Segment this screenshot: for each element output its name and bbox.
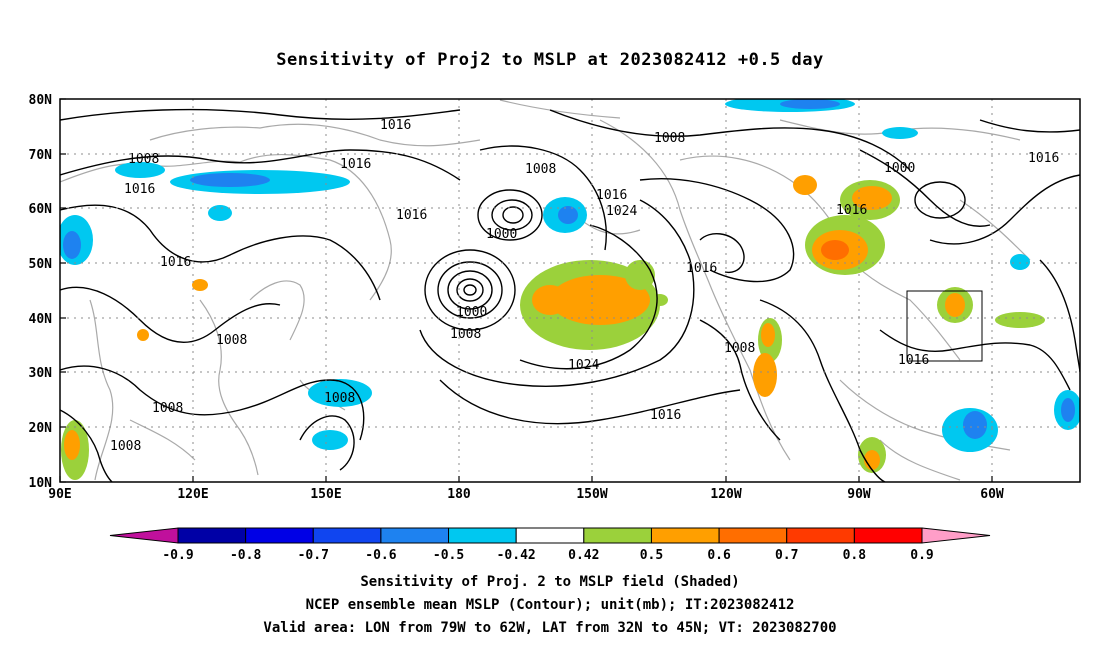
colorbar-label: -0.5 bbox=[433, 548, 464, 563]
colorbar-swatch bbox=[515, 527, 585, 544]
colorbar-label: -0.6 bbox=[365, 548, 396, 563]
colorbar-swatch bbox=[448, 527, 517, 544]
lat-tick-label: 60N bbox=[29, 202, 53, 217]
lat-tick-label: 10N bbox=[29, 476, 53, 491]
lon-tick-label: 150E bbox=[310, 487, 341, 502]
lon-tick-label: 90W bbox=[847, 487, 871, 502]
colorbar-label: -0.7 bbox=[298, 548, 329, 563]
lon-tick-labels: 90E 120E 150E 180 150W 120W 90W 60W bbox=[48, 487, 1004, 502]
contour-label: 1008 bbox=[324, 391, 355, 406]
colorbar-label: 0.42 bbox=[568, 548, 599, 563]
contour-label: 1008 bbox=[724, 341, 755, 356]
colorbar-swatch bbox=[853, 527, 923, 544]
caption-contour: NCEP ensemble mean MSLP (Contour); unit(… bbox=[305, 597, 795, 613]
contour-label: 1016 bbox=[396, 208, 427, 223]
map-title: Sensitivity of Proj2 to MSLP at 20230824… bbox=[276, 50, 824, 70]
colorbar-label: 0.6 bbox=[707, 548, 731, 563]
colorbar-label: 0.8 bbox=[843, 548, 867, 563]
caption-shading: Sensitivity of Proj. 2 to MSLP field (Sh… bbox=[360, 574, 740, 590]
contour-label: 1024 bbox=[606, 204, 637, 219]
contour-label: 1008 bbox=[216, 333, 247, 348]
mslp-contours bbox=[60, 108, 1080, 482]
lon-tick-label: 90E bbox=[48, 487, 71, 502]
contour-label: 1008 bbox=[450, 327, 481, 342]
contour-label: 1016 bbox=[380, 118, 411, 133]
colorbar-label: -0.42 bbox=[497, 548, 536, 563]
lat-tick-label: 40N bbox=[29, 312, 53, 327]
sensitivity-shading bbox=[60, 99, 1080, 480]
contour-label: 1008 bbox=[654, 131, 685, 146]
contour-label: 1008 bbox=[128, 152, 159, 167]
contour-label: 1000 bbox=[456, 305, 487, 320]
colorbar-label: -0.9 bbox=[162, 548, 193, 563]
colorbar-swatch bbox=[650, 527, 720, 544]
colorbar-label: 0.7 bbox=[775, 548, 798, 563]
contour-label: 1008 bbox=[152, 401, 183, 416]
colorbar-swatch bbox=[380, 527, 450, 544]
colorbar-label: 0.9 bbox=[910, 548, 933, 563]
lat-tick-label: 30N bbox=[29, 366, 53, 381]
colorbar-swatch bbox=[245, 527, 314, 544]
caption-valid-area: Valid area: LON from 79W to 62W, LAT fro… bbox=[263, 620, 837, 636]
lon-tick-label: 120E bbox=[177, 487, 208, 502]
contour-label: 1016 bbox=[340, 157, 371, 172]
contour-label: 1016 bbox=[1028, 151, 1059, 166]
colorbar-swatch bbox=[718, 527, 788, 544]
contour-label: 1008 bbox=[110, 439, 141, 454]
colorbar-swatch bbox=[177, 527, 247, 544]
lat-tick-label: 20N bbox=[29, 421, 53, 436]
contour-label: 1016 bbox=[160, 255, 191, 270]
lon-tick-label: 60W bbox=[980, 487, 1004, 502]
contour-label: 1016 bbox=[836, 203, 867, 218]
axis-ticks bbox=[59, 98, 993, 483]
lat-tick-labels: 80N 70N 60N 50N 40N 30N 20N 10N bbox=[29, 93, 53, 491]
contour-label: 1000 bbox=[486, 227, 517, 242]
lat-tick-label: 50N bbox=[29, 257, 53, 272]
contour-label: 1016 bbox=[650, 408, 681, 423]
colorbar: -0.9 -0.8 -0.7 -0.6 -0.5 -0.42 0.42 0.5 0.6 0.7 0.… bbox=[109, 527, 991, 563]
valid-area-box bbox=[906, 290, 983, 362]
lon-tick-label: 180 bbox=[447, 487, 471, 502]
colorbar-label: -0.8 bbox=[230, 548, 261, 563]
colorbar-extend-high bbox=[921, 527, 991, 544]
lon-tick-label: 150W bbox=[576, 487, 607, 502]
contour-label: 1016 bbox=[596, 188, 627, 203]
contour-label: 1024 bbox=[568, 358, 599, 373]
colorbar-swatch bbox=[786, 527, 855, 544]
lat-lon-grid bbox=[60, 99, 1080, 482]
lon-tick-label: 120W bbox=[710, 487, 741, 502]
colorbar-swatch bbox=[583, 527, 652, 544]
contour-label: 1008 bbox=[525, 162, 556, 177]
contour-label: 1000 bbox=[884, 161, 915, 176]
plot-frame bbox=[59, 98, 1081, 483]
lat-tick-label: 80N bbox=[29, 93, 53, 108]
colorbar-extend-low bbox=[109, 527, 179, 544]
lat-tick-label: 70N bbox=[29, 148, 53, 163]
contour-label: 1016 bbox=[124, 182, 155, 197]
contour-label: 1016 bbox=[686, 261, 717, 276]
colorbar-swatch bbox=[312, 527, 382, 544]
colorbar-label: 0.5 bbox=[640, 548, 663, 563]
contour-label-group: 1016 1008 1016 1016 1008 1016 1016 1024 … bbox=[110, 118, 1059, 454]
